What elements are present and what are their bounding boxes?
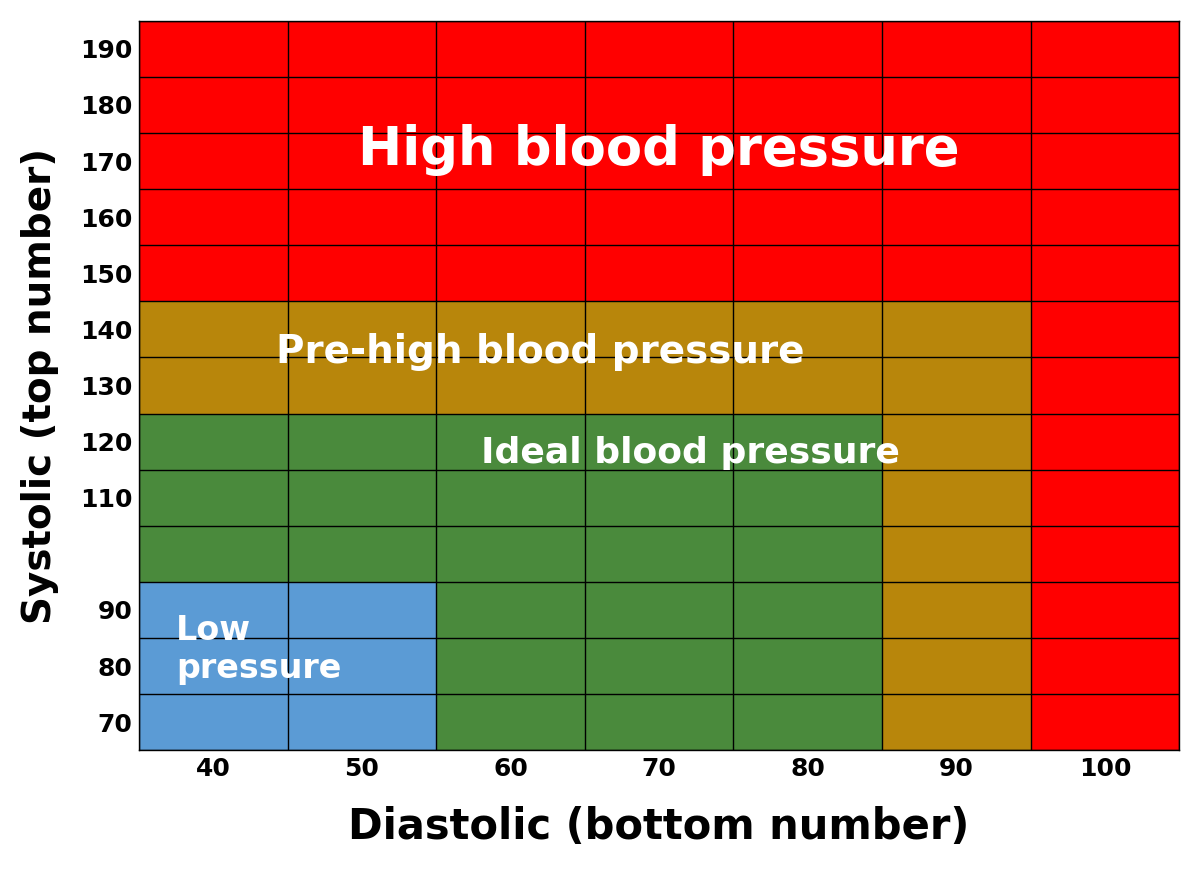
Bar [882,469,1031,526]
Bar [882,302,1031,357]
Bar [733,526,882,582]
Bar [584,21,733,77]
Bar [437,638,584,694]
Bar [139,414,288,469]
Y-axis label: Systolic (top number): Systolic (top number) [20,148,59,624]
Bar [882,694,1031,750]
Bar [584,526,733,582]
Bar [288,469,437,526]
Bar [1031,694,1180,750]
Bar [139,245,288,302]
Bar [733,469,882,526]
Bar [1031,526,1180,582]
Bar [584,582,733,638]
Bar [288,638,437,694]
Bar [288,21,437,77]
Bar [584,638,733,694]
Bar [733,302,882,357]
Bar [288,189,437,245]
Bar [288,302,437,357]
Bar [584,245,733,302]
Bar [437,582,584,638]
Bar [437,77,584,133]
Bar [882,638,1031,694]
Bar [139,694,288,750]
Bar [1031,469,1180,526]
Bar [882,77,1031,133]
Bar [733,414,882,469]
Bar [139,133,288,189]
Bar [288,357,437,414]
Bar [1031,582,1180,638]
Bar [882,526,1031,582]
Bar [1031,133,1180,189]
Bar [882,357,1031,414]
Bar [1031,302,1180,357]
Bar [882,189,1031,245]
Bar [584,357,733,414]
Bar [584,469,733,526]
Bar [139,189,288,245]
Bar [288,694,437,750]
Bar [437,21,584,77]
Bar [437,414,584,469]
Bar [1031,189,1180,245]
Bar [584,133,733,189]
Bar [288,414,437,469]
Bar [584,189,733,245]
Bar [1031,77,1180,133]
Bar [882,582,1031,638]
Bar [288,582,437,638]
Bar [733,638,882,694]
Bar [139,357,288,414]
Bar [882,21,1031,77]
Bar [733,582,882,638]
Text: High blood pressure: High blood pressure [359,124,960,176]
Bar [1031,245,1180,302]
Bar [733,77,882,133]
Bar [1031,357,1180,414]
Bar [437,133,584,189]
Bar [139,469,288,526]
Bar [437,357,584,414]
Bar [1031,638,1180,694]
Bar [288,245,437,302]
Bar [139,77,288,133]
Bar [584,694,733,750]
Bar [437,526,584,582]
Bar [437,302,584,357]
Bar [139,21,288,77]
Bar [288,77,437,133]
Bar [733,21,882,77]
Text: Pre-high blood pressure: Pre-high blood pressure [276,333,804,371]
Bar [584,77,733,133]
Bar [584,414,733,469]
Bar [882,414,1031,469]
Bar [733,357,882,414]
Bar [733,694,882,750]
Bar [139,582,288,638]
Bar [733,133,882,189]
Bar [733,245,882,302]
Bar [437,245,584,302]
Bar [1031,21,1180,77]
Bar [584,302,733,357]
Bar [437,469,584,526]
Bar [882,245,1031,302]
Bar [288,526,437,582]
Bar [733,189,882,245]
Bar [437,694,584,750]
Bar [882,133,1031,189]
Bar [139,638,288,694]
Bar [437,189,584,245]
Bar [1031,414,1180,469]
Text: Low
pressure: Low pressure [176,614,342,685]
Bar [139,526,288,582]
Bar [288,133,437,189]
Bar [139,302,288,357]
Text: Ideal blood pressure: Ideal blood pressure [481,436,900,470]
X-axis label: Diastolic (bottom number): Diastolic (bottom number) [348,806,970,848]
